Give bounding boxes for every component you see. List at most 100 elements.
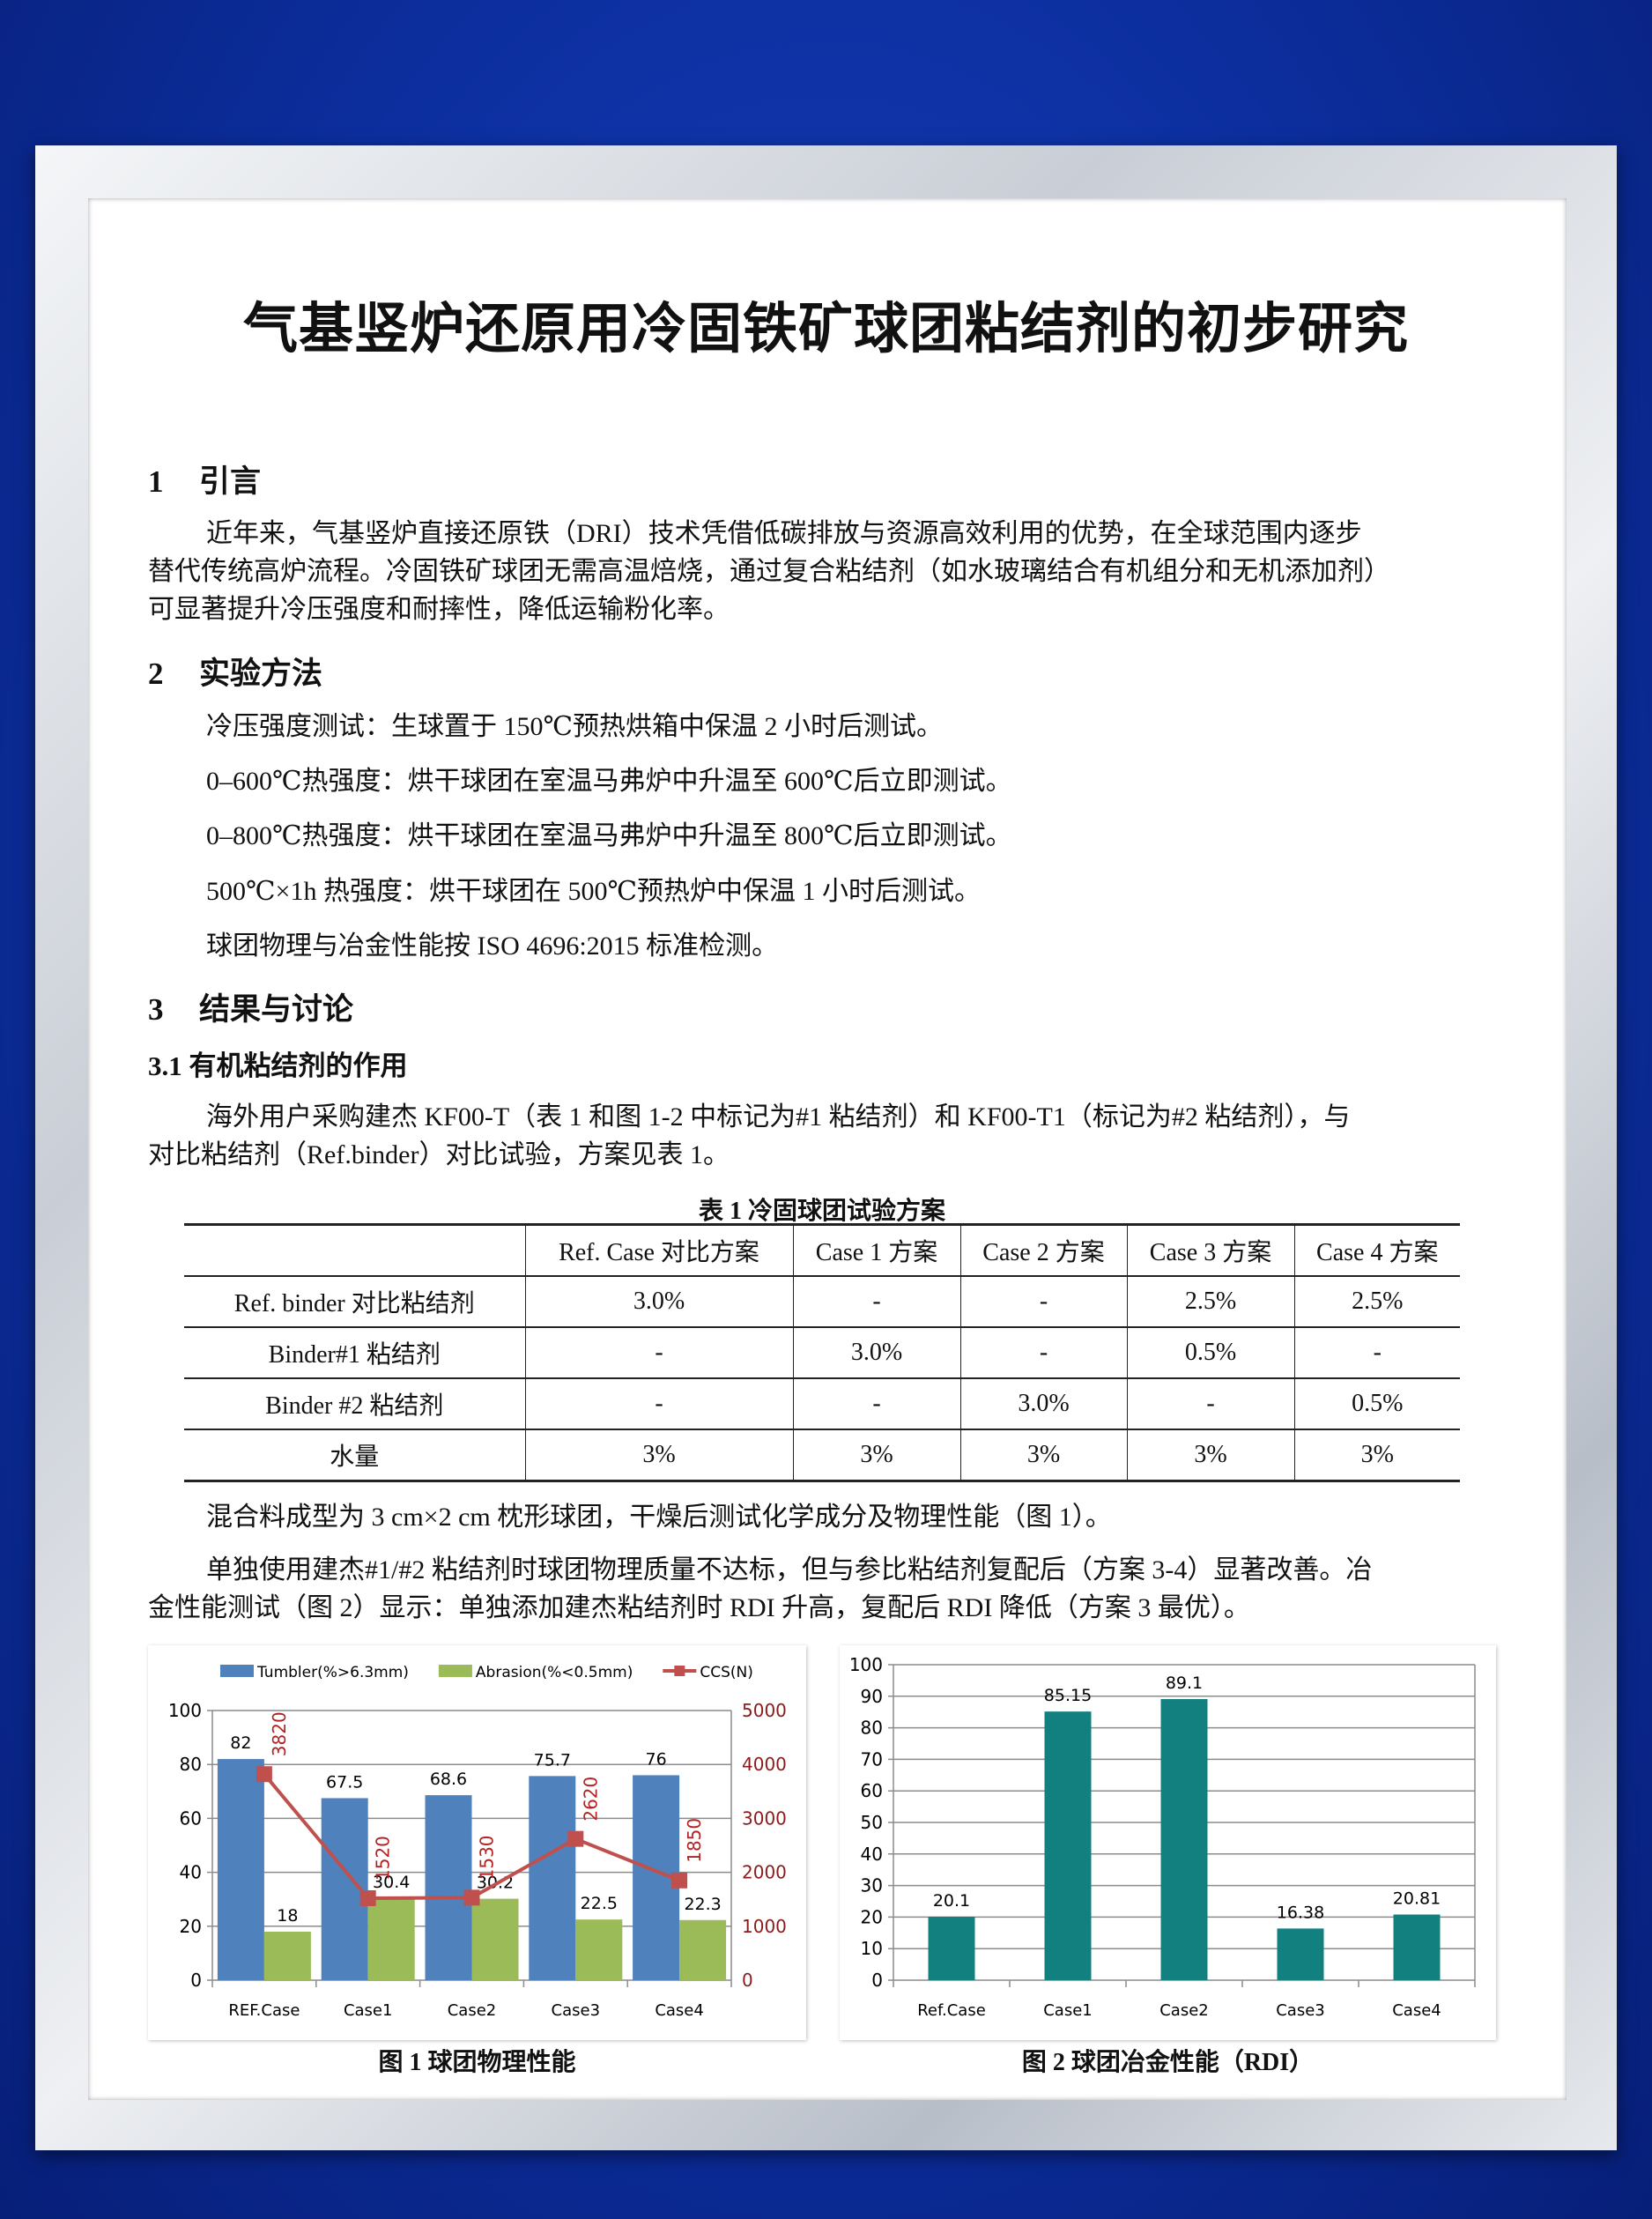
table-cell: 3% <box>959 1429 1127 1482</box>
ccs-marker <box>359 1889 376 1906</box>
section-number: 1 <box>148 464 164 499</box>
x-tick-label: Case2 <box>448 2001 497 2020</box>
table-cell: 2.5% <box>1293 1275 1460 1327</box>
method-line: 球团物理与冶金性能按 ISO 4696:2015 标准检测。 <box>206 931 779 961</box>
table-header-row: Ref. Case 对比方案 Case 1 方案 Case 2 方案 Case 3 方… <box>184 1223 1460 1276</box>
table-cell: Binder #2 粘结剂 <box>184 1377 525 1429</box>
section-3-heading: 3 结果与讨论 <box>148 984 353 1029</box>
x-tick-label: Case3 <box>552 2001 601 2020</box>
x-tick-label: Case4 <box>655 2001 704 2020</box>
method-line: 0–600℃热强度：烘干球团在室温马弗炉中升温至 600℃后立即测试。 <box>206 767 1012 796</box>
table-cell: 3.0% <box>959 1377 1127 1429</box>
x-tick-label: Case1 <box>344 2001 393 2020</box>
bar <box>529 1776 576 1980</box>
section-number: 2 <box>148 657 164 691</box>
table-cell: Binder#1 粘结剂 <box>184 1326 525 1378</box>
table-cell: Ref. binder 对比粘结剂 <box>184 1275 525 1327</box>
ccs-data-label: 2620 <box>580 1777 601 1822</box>
paragraph-line: 对比粘结剂（Ref.binder）对比试验，方案见表 1。 <box>148 1140 730 1169</box>
table-cell: - <box>1293 1326 1460 1378</box>
table-cell <box>184 1223 525 1276</box>
section-1-heading: 1 引言 <box>148 456 261 501</box>
table-cell: - <box>1126 1377 1294 1429</box>
x-tick-label: REF.Case <box>228 2001 300 2020</box>
table-cell: 0.5% <box>1293 1377 1460 1429</box>
x-tick-label: Case4 <box>1392 2001 1441 2020</box>
table-cell: 3% <box>1126 1429 1294 1482</box>
data-label: 16.38 <box>1277 1903 1324 1922</box>
y-tick-label: 100 <box>849 1654 883 1675</box>
ccs-marker <box>256 1766 272 1783</box>
paragraph-line: 金性能测试（图 2）显示：单独添加建杰粘结剂时 RDI 升高，复配后 RDI 降… <box>148 1593 1250 1622</box>
data-label: 76 <box>646 1749 667 1769</box>
table-cell: - <box>524 1326 793 1378</box>
y-tick-label: 30 <box>861 1875 883 1896</box>
bar <box>928 1917 975 1980</box>
bar <box>1277 1928 1324 1980</box>
paragraph-line: 单独使用建杰#1/#2 粘结剂时球团物理质量不达标，但与参比粘结剂复配后（方案 … <box>206 1555 1373 1584</box>
legend-swatch <box>438 1665 472 1677</box>
data-label: 22.5 <box>581 1894 618 1913</box>
table-cell: 3.0% <box>792 1326 960 1378</box>
table-cell: - <box>959 1275 1127 1327</box>
data-label: 67.5 <box>326 1772 363 1792</box>
paragraph-line: 海外用户采购建杰 KF00-T（表 1 和图 1-2 中标记为#1 粘结剂）和 … <box>206 1102 1351 1132</box>
legend-marker <box>674 1666 685 1676</box>
table-cell: 3% <box>1293 1429 1460 1482</box>
data-label: 22.3 <box>684 1895 721 1914</box>
table-cell: 水量 <box>184 1429 525 1482</box>
bar <box>1160 1699 1208 1980</box>
bar <box>1393 1914 1441 1980</box>
method-line: 冷压强度测试：生球置于 150℃预热烘箱中保温 2 小时后测试。 <box>206 712 944 741</box>
page-title: 气基竖炉还原用冷固铁矿球团粘结剂的初步研究 <box>242 300 1409 360</box>
bar <box>575 1919 623 1980</box>
table-cell: - <box>792 1275 960 1327</box>
bar <box>217 1759 264 1980</box>
y2-tick-label: 5000 <box>742 1700 787 1721</box>
data-label: 82 <box>230 1733 251 1753</box>
table-caption: 表 1 冷固球团试验方案 <box>698 1198 945 1225</box>
x-tick-label: Case2 <box>1159 2001 1209 2020</box>
table-cell: 2.5% <box>1126 1275 1294 1327</box>
section-title: 结果与讨论 <box>199 992 354 1027</box>
y2-tick-label: 4000 <box>742 1754 787 1775</box>
y-tick-label: 40 <box>180 1862 202 1883</box>
data-label: 89.1 <box>1166 1674 1203 1693</box>
bar <box>425 1795 472 1980</box>
y-tick-label: 50 <box>861 1812 883 1833</box>
figure-2-caption: 图 2 球团冶金性能（RDI） <box>1021 2049 1315 2076</box>
y-tick-label: 10 <box>861 1938 883 1959</box>
ccs-data-label: 1850 <box>684 1818 705 1863</box>
ccs-marker <box>463 1889 480 1906</box>
y-tick-label: 70 <box>861 1748 883 1770</box>
ccs-data-label: 3820 <box>269 1711 290 1756</box>
table-cell: Case 3 方案 <box>1126 1223 1294 1276</box>
experiment-table: Ref. Case 对比方案 Case 1 方案 Case 2 方案 Case 3 方… <box>184 1223 1460 1482</box>
y-tick-label: 0 <box>190 1970 202 1991</box>
section-2-heading: 2 实验方法 <box>148 649 322 694</box>
y-tick-label: 20 <box>861 1906 883 1927</box>
bar <box>471 1898 519 1980</box>
ccs-data-label: 1530 <box>477 1835 498 1880</box>
x-tick-label: Ref.Case <box>917 2001 986 2020</box>
data-label: 30.4 <box>373 1873 410 1892</box>
paragraph-line: 混合料成型为 3 cm×2 cm 枕形球团，干燥后测试化学成分及物理性能（图 1… <box>206 1503 1112 1532</box>
bar <box>367 1897 415 1980</box>
data-label: 18 <box>277 1906 298 1926</box>
table-cell: 3% <box>792 1429 960 1482</box>
table-cell: 3.0% <box>524 1275 793 1327</box>
paragraph-line: 可显著提升冷压强度和耐摔性，降低运输粉化率。 <box>148 595 730 624</box>
method-line: 0–800℃热强度：烘干球团在室温马弗炉中升温至 800℃后立即测试。 <box>206 821 1012 850</box>
ccs-marker <box>671 1872 688 1889</box>
y-tick-label: 40 <box>861 1844 883 1865</box>
bar <box>679 1919 727 1980</box>
y2-tick-label: 0 <box>742 1970 753 1991</box>
table-cell: Ref. Case 对比方案 <box>524 1223 793 1276</box>
y-tick-label: 60 <box>861 1780 883 1801</box>
table-cell: Case 4 方案 <box>1293 1223 1460 1276</box>
table-cell: Case 1 方案 <box>792 1223 960 1276</box>
bar <box>1044 1711 1092 1980</box>
legend-label: Abrasion(%<0.5mm) <box>476 1664 633 1681</box>
section-title: 实验方法 <box>199 657 323 691</box>
table-cell: - <box>959 1326 1127 1378</box>
